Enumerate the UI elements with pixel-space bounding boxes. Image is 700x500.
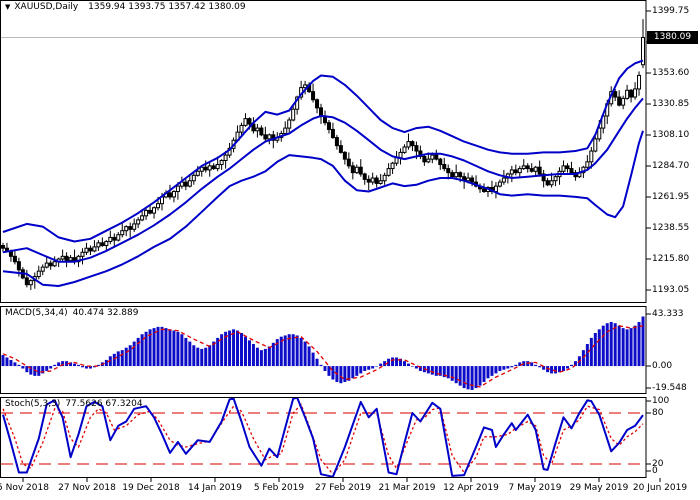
y-axis-tick-label: 1193.05 — [652, 284, 690, 295]
candles-layer — [1, 19, 645, 291]
y-axis-tick-label: 1261.95 — [652, 191, 690, 202]
chart-collapse-arrow-icon[interactable]: ▼ — [5, 3, 11, 11]
x-axis-date-label: 19 Dec 2018 — [122, 483, 180, 493]
y-axis-tick-label: 43.333 — [652, 308, 684, 319]
y-axis-tick-label: 1215.80 — [652, 253, 690, 264]
x-axis-date-label: 27 Feb 2019 — [314, 483, 371, 493]
main-plot-layer[interactable] — [1, 19, 645, 291]
y-axis-tick-label: 1330.85 — [652, 98, 690, 109]
bollinger-lower-line — [2, 130, 644, 287]
x-axis-date-label: 14 Jan 2019 — [188, 483, 242, 493]
chart-header: ▼ XAUUSD,Daily 1359.94 1393.75 1357.42 138… — [5, 2, 246, 13]
ohlc-values-label: 1359.94 1393.75 1357.42 1380.09 — [88, 2, 246, 12]
x-axis-date-label: 7 May 2019 — [508, 483, 562, 493]
stoch-d-line — [2, 403, 644, 476]
stoch-values-label: 77.5626 67.3204 — [65, 399, 143, 409]
stoch-plot-layer[interactable] — [1, 398, 645, 477]
macd-panel-border — [0, 306, 647, 394]
x-axis-date-label: 5 Feb 2019 — [253, 483, 305, 493]
y-axis-tick-label: 1353.60 — [652, 67, 690, 78]
x-axis-date-label: 20 Jun 2019 — [632, 483, 688, 493]
symbol-timeframe-label: XAUUSD,Daily — [14, 2, 79, 12]
stoch-k-line — [2, 398, 644, 477]
macd-plot-layer[interactable] — [1, 316, 645, 390]
macd-signal-line — [2, 325, 644, 388]
macd-name-label: MACD(5,34,4) — [5, 308, 68, 318]
x-axis-date-label: 27 Nov 2018 — [58, 483, 116, 493]
y-axis-tick-label: 0.00 — [652, 360, 673, 371]
stoch-indicator-label: Stoch(5,3,3) 77.5626 67.3204 — [5, 399, 143, 410]
stoch-name-label: Stoch(5,3,3) — [5, 399, 61, 409]
y-axis-tick-label: -19.548 — [652, 382, 687, 393]
y-axis-tick-label: 0 — [652, 465, 658, 476]
bollinger-upper-line — [2, 59, 644, 243]
y-axis-tick-label: 1308.10 — [652, 129, 690, 140]
y-axis-tick-label: 1238.55 — [652, 222, 690, 233]
x-axis-date-label: 21 Mar 2019 — [378, 483, 436, 493]
stoch-panel-border — [0, 397, 647, 478]
macd-indicator-label: MACD(5,34,4) 40.474 32.889 — [5, 308, 138, 319]
current-price-tag: 1380.09 — [647, 31, 698, 44]
x-axis-date-label: 5 Nov 2018 — [0, 483, 49, 493]
macd-values-label: 40.474 32.889 — [72, 308, 139, 318]
y-axis-tick-label: 1284.70 — [652, 160, 690, 171]
y-axis-tick-label: 100 — [652, 395, 670, 406]
y-axis-tick-label: 20 — [652, 458, 664, 469]
y-axis-tick-label: 80 — [652, 407, 664, 418]
x-axis-date-label: 29 May 2019 — [569, 483, 629, 493]
x-axis-date-label: 12 Apr 2019 — [443, 483, 499, 493]
bollinger-middle-line — [2, 97, 644, 263]
main-panel-border — [0, 0, 647, 303]
y-axis-tick-label: 1399.75 — [652, 5, 690, 16]
